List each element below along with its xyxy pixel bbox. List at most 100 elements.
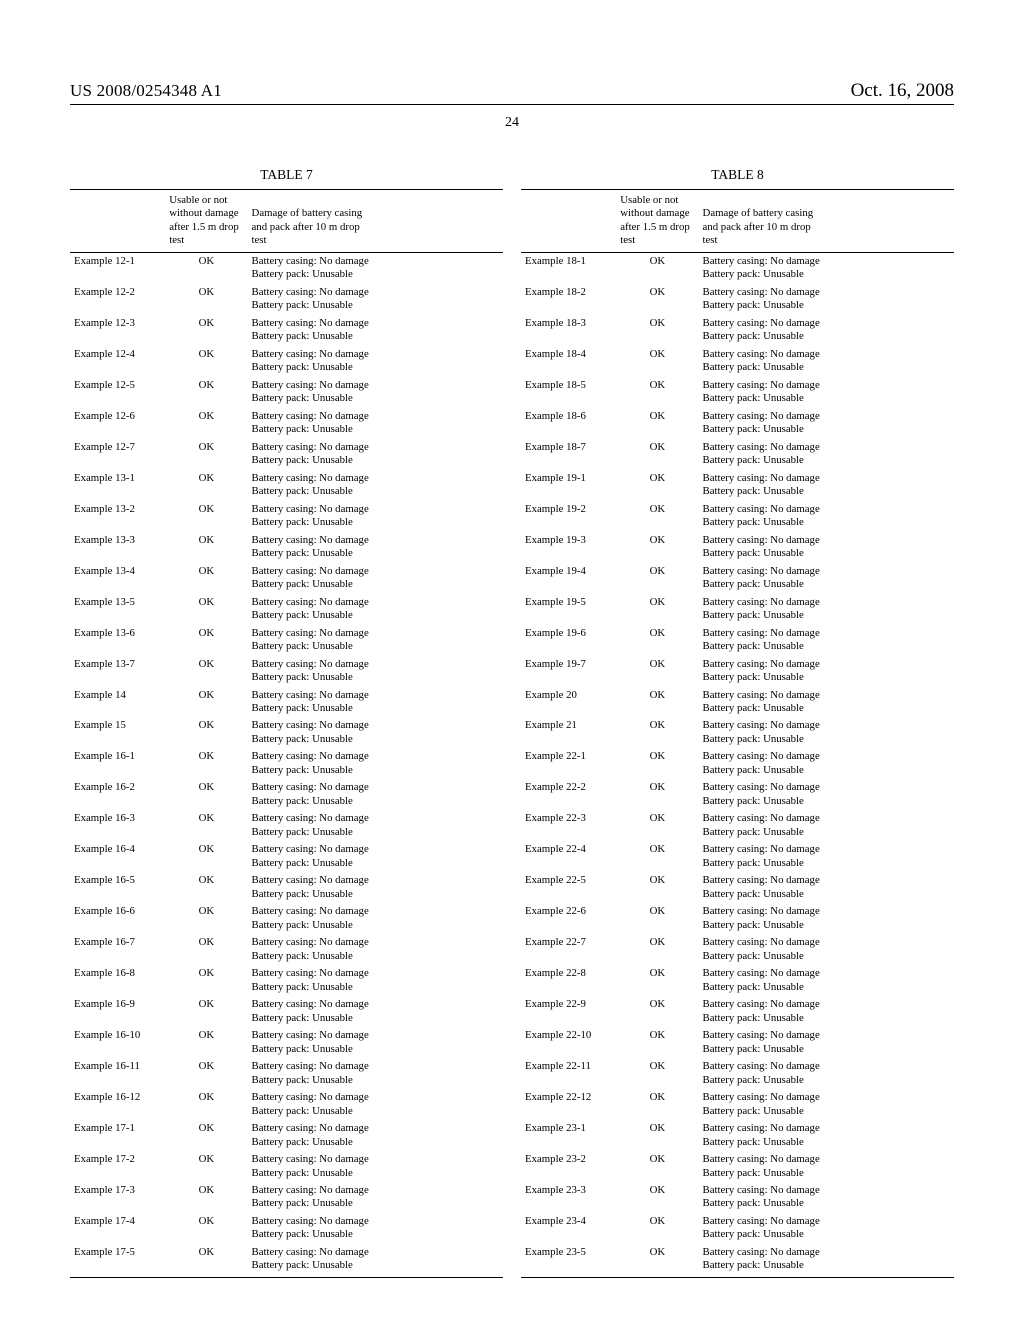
damage-line1: Battery casing: No damage — [703, 317, 950, 330]
damage-line1: Battery casing: No damage — [703, 348, 950, 361]
damage-line2: Battery pack: Unusable — [703, 1105, 950, 1118]
damage-cell: Battery casing: No damageBattery pack: U… — [699, 687, 954, 718]
damage-line2: Battery pack: Unusable — [252, 1228, 499, 1241]
table-row: Example 16-7OKBattery casing: No damageB… — [70, 934, 503, 965]
damage-cell: Battery casing: No damageBattery pack: U… — [248, 594, 503, 625]
usable-cell: OK — [165, 810, 247, 841]
damage-cell: Battery casing: No damageBattery pack: U… — [248, 377, 503, 408]
damage-line2: Battery pack: Unusable — [703, 1197, 950, 1210]
example-cell: Example 18-6 — [521, 408, 616, 439]
damage-line2: Battery pack: Unusable — [252, 547, 499, 560]
usable-cell: OK — [165, 1120, 247, 1151]
damage-cell: Battery casing: No damageBattery pack: U… — [699, 501, 954, 532]
example-cell: Example 22-7 — [521, 934, 616, 965]
usable-cell: OK — [616, 779, 698, 810]
damage-cell: Battery casing: No damageBattery pack: U… — [699, 532, 954, 563]
usable-cell: OK — [165, 346, 247, 377]
example-cell: Example 19-5 — [521, 594, 616, 625]
usable-cell: OK — [616, 748, 698, 779]
damage-line1: Battery casing: No damage — [252, 998, 499, 1011]
table-row: Example 19-4OKBattery casing: No damageB… — [521, 563, 954, 594]
example-cell: Example 16-12 — [70, 1089, 165, 1120]
damage-cell: Battery casing: No damageBattery pack: U… — [248, 252, 503, 283]
damage-line1: Battery casing: No damage — [252, 379, 499, 392]
table-row: Example 19-1OKBattery casing: No damageB… — [521, 470, 954, 501]
example-cell: Example 22-9 — [521, 996, 616, 1027]
damage-cell: Battery casing: No damageBattery pack: U… — [699, 656, 954, 687]
usable-cell: OK — [616, 965, 698, 996]
example-cell: Example 22-2 — [521, 779, 616, 810]
damage-line2: Battery pack: Unusable — [252, 702, 499, 715]
damage-line2: Battery pack: Unusable — [252, 609, 499, 622]
table-row: Example 22-4OKBattery casing: No damageB… — [521, 841, 954, 872]
damage-line2: Battery pack: Unusable — [703, 330, 950, 343]
damage-line1: Battery casing: No damage — [252, 905, 499, 918]
damage-line1: Battery casing: No damage — [703, 286, 950, 299]
table-row: Example 18-2OKBattery casing: No damageB… — [521, 284, 954, 315]
damage-cell: Battery casing: No damageBattery pack: U… — [248, 841, 503, 872]
example-cell: Example 16-1 — [70, 748, 165, 779]
example-cell: Example 17-1 — [70, 1120, 165, 1151]
table8-h1 — [521, 190, 616, 252]
damage-cell: Battery casing: No damageBattery pack: U… — [699, 1182, 954, 1213]
damage-line1: Battery casing: No damage — [703, 1060, 950, 1073]
usable-cell: OK — [616, 717, 698, 748]
usable-cell: OK — [616, 252, 698, 283]
damage-line1: Battery casing: No damage — [252, 967, 499, 980]
damage-cell: Battery casing: No damageBattery pack: U… — [248, 1089, 503, 1120]
page-header: US 2008/0254348 A1 Oct. 16, 2008 — [70, 80, 954, 105]
usable-cell: OK — [616, 625, 698, 656]
table-row: Example 22-2OKBattery casing: No damageB… — [521, 779, 954, 810]
damage-line2: Battery pack: Unusable — [252, 268, 499, 281]
table-row: Example 14OKBattery casing: No damageBat… — [70, 687, 503, 718]
damage-line2: Battery pack: Unusable — [252, 423, 499, 436]
damage-line1: Battery casing: No damage — [252, 719, 499, 732]
damage-cell: Battery casing: No damageBattery pack: U… — [699, 1244, 954, 1277]
table-row: Example 16-3OKBattery casing: No damageB… — [70, 810, 503, 841]
damage-line1: Battery casing: No damage — [252, 1029, 499, 1042]
damage-cell: Battery casing: No damageBattery pack: U… — [699, 594, 954, 625]
damage-cell: Battery casing: No damageBattery pack: U… — [248, 439, 503, 470]
damage-line1: Battery casing: No damage — [252, 1215, 499, 1228]
usable-cell: OK — [165, 470, 247, 501]
damage-line1: Battery casing: No damage — [252, 658, 499, 671]
example-cell: Example 19-2 — [521, 501, 616, 532]
example-cell: Example 13-1 — [70, 470, 165, 501]
example-cell: Example 16-3 — [70, 810, 165, 841]
table-row: Example 23-5OKBattery casing: No damageB… — [521, 1244, 954, 1277]
table-row: Example 16-11OKBattery casing: No damage… — [70, 1058, 503, 1089]
h2-l1: Usable or not — [169, 194, 227, 206]
table-row: Example 23-2OKBattery casing: No damageB… — [521, 1151, 954, 1182]
table-row: Example 17-4OKBattery casing: No damageB… — [70, 1213, 503, 1244]
table8-title: TABLE 8 — [521, 167, 954, 183]
example-cell: Example 22-5 — [521, 872, 616, 903]
damage-line1: Battery casing: No damage — [252, 596, 499, 609]
usable-cell: OK — [165, 501, 247, 532]
damage-line1: Battery casing: No damage — [703, 534, 950, 547]
table-row: Example 12-5OKBattery casing: No damageB… — [70, 377, 503, 408]
example-cell: Example 19-1 — [521, 470, 616, 501]
usable-cell: OK — [165, 625, 247, 656]
damage-line1: Battery casing: No damage — [703, 658, 950, 671]
h3-l2: and pack after 10 m drop — [252, 221, 360, 233]
damage-cell: Battery casing: No damageBattery pack: U… — [248, 563, 503, 594]
usable-cell: OK — [165, 1089, 247, 1120]
table-row: Example 18-7OKBattery casing: No damageB… — [521, 439, 954, 470]
example-cell: Example 12-5 — [70, 377, 165, 408]
table-row: Example 13-7OKBattery casing: No damageB… — [70, 656, 503, 687]
table-row: Example 23-1OKBattery casing: No damageB… — [521, 1120, 954, 1151]
publication-number: US 2008/0254348 A1 — [70, 81, 222, 101]
example-cell: Example 12-7 — [70, 439, 165, 470]
damage-line2: Battery pack: Unusable — [252, 764, 499, 777]
damage-line2: Battery pack: Unusable — [252, 1012, 499, 1025]
damage-line1: Battery casing: No damage — [703, 627, 950, 640]
usable-cell: OK — [165, 1213, 247, 1244]
damage-line1: Battery casing: No damage — [703, 503, 950, 516]
damage-line1: Battery casing: No damage — [703, 1184, 950, 1197]
damage-line1: Battery casing: No damage — [703, 750, 950, 763]
damage-cell: Battery casing: No damageBattery pack: U… — [699, 779, 954, 810]
damage-line2: Battery pack: Unusable — [252, 671, 499, 684]
usable-cell: OK — [616, 687, 698, 718]
usable-cell: OK — [616, 532, 698, 563]
damage-line1: Battery casing: No damage — [703, 596, 950, 609]
